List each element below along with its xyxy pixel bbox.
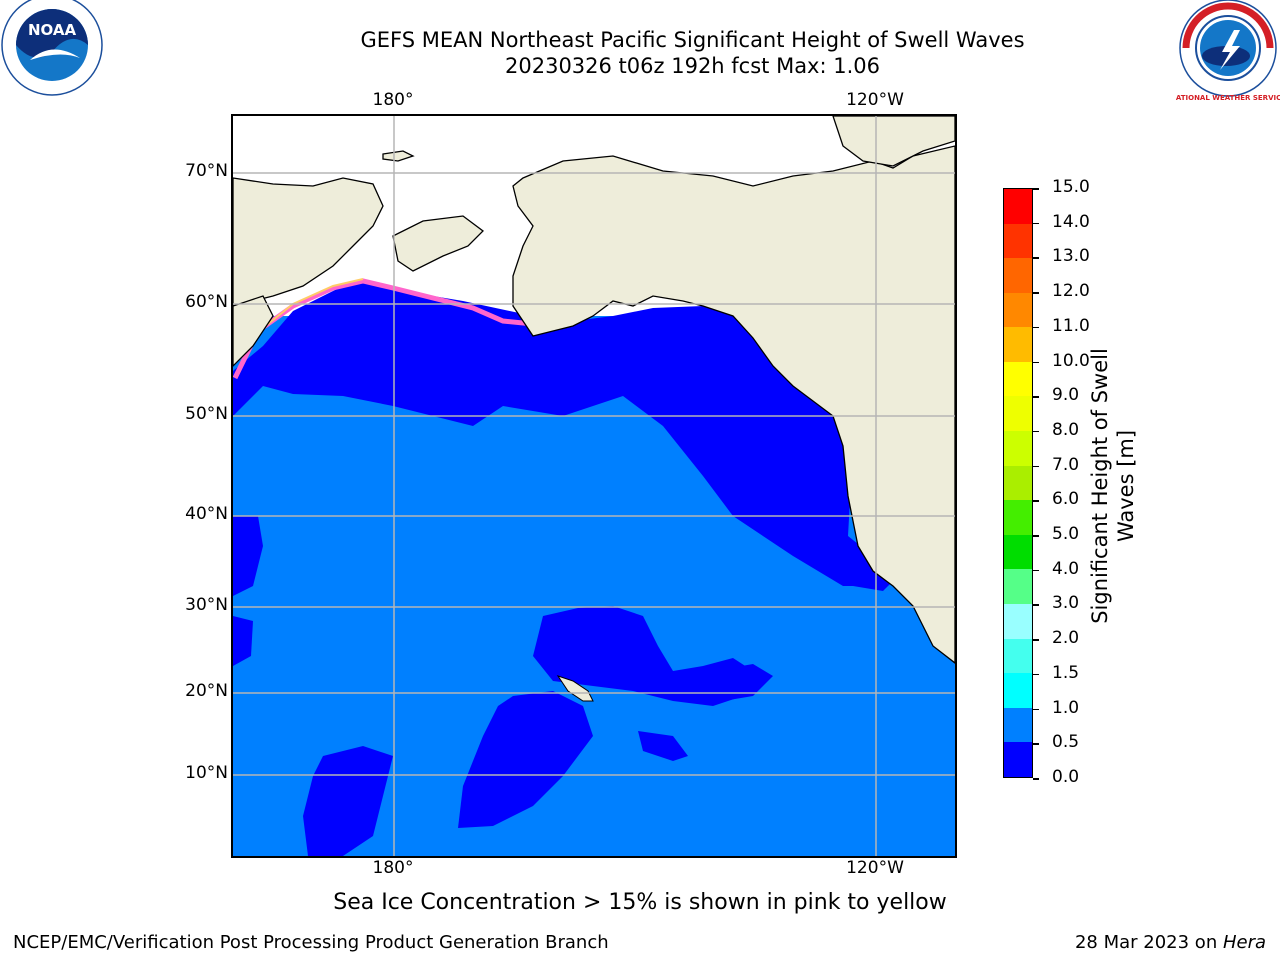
nws-logo-text: NATIONAL WEATHER SERVICE	[1176, 94, 1280, 102]
colorbar-tick-label: 2.0	[1052, 628, 1080, 649]
noaa-logo-text: NOAA	[28, 21, 77, 39]
graticule	[233, 116, 955, 856]
low-swell-southwest	[303, 746, 393, 856]
colorbar-tick-mark	[1033, 569, 1039, 572]
colorbar-tick-label: 14.0	[1052, 211, 1090, 232]
colorbar-tick-mark	[1033, 361, 1039, 364]
low-swell-west-edge	[233, 516, 263, 596]
colorbar-tick-mark	[1033, 778, 1039, 780]
land-wrangel-island	[382, 150, 415, 162]
colorbar-label-line2: Waves [m]	[1114, 429, 1138, 543]
lat-label-20n: 20°N	[185, 681, 228, 701]
colorbar-tick-mark	[1033, 535, 1039, 537]
colorbar-segment	[1004, 258, 1032, 293]
colorbar-tick-mark	[1033, 500, 1039, 502]
colorbar-tick-mark	[1033, 292, 1039, 294]
sea-ice-note: Sea Ice Concentration > 15% is shown in …	[333, 890, 947, 915]
colorbar-tick-mark	[1033, 222, 1039, 225]
colorbar-tick-label: 4.0	[1052, 558, 1080, 579]
footer-machine: Hera	[1222, 932, 1266, 953]
colorbar-tick-label: 0.0	[1052, 767, 1080, 787]
chart-title: GEFS MEAN Northeast Pacific Significant …	[360, 28, 1025, 52]
low-swell-small-south	[638, 731, 688, 761]
colorbar-segment	[1004, 673, 1032, 708]
colorbar-tick-mark	[1033, 673, 1039, 676]
colorbar-tick-label: 9.0	[1052, 385, 1080, 406]
colorbar-tick-label: 7.0	[1052, 454, 1080, 475]
low-swell-gulf-of-alaska	[233, 281, 883, 586]
colorbar-tick-mark	[1033, 465, 1039, 468]
colorbar-segment	[1004, 188, 1032, 224]
footer-date-text: 28 Mar 2023 on	[1074, 932, 1223, 953]
colorbar-tick-label: 13.0	[1052, 246, 1090, 267]
land-kamchatka	[233, 295, 274, 367]
lon-label-top-180: 180°	[372, 90, 414, 110]
colorbar-tick-label: 12.0	[1052, 281, 1090, 302]
colorbar-segment	[1004, 604, 1032, 639]
low-swell-hawaii-east	[713, 664, 773, 701]
colorbar-tick-label: 1.5	[1052, 662, 1080, 683]
colorbar-tick-mark	[1033, 708, 1039, 711]
colorbar-tick-label: 5.0	[1052, 524, 1080, 545]
colorbar-tick-label: 3.0	[1052, 593, 1080, 614]
colorbar	[1003, 188, 1033, 778]
chart-subtitle: 20230326 t06z 192h fcst Max: 1.06	[505, 54, 880, 78]
lat-label-70n: 70°N	[185, 161, 228, 181]
colorbar-segment	[1004, 742, 1032, 777]
footer-date: 28 Mar 2023 on Hera	[1075, 932, 1266, 953]
lon-label-bottom-120w: 120°W	[846, 858, 904, 878]
colorbar-tick-label: 15.0	[1052, 177, 1090, 197]
colorbar-tick-mark	[1033, 743, 1039, 745]
colorbar-tick-mark	[1033, 430, 1039, 433]
noaa-logo: NOAA	[0, 0, 104, 104]
lon-label-bottom-180: 180°	[372, 858, 414, 878]
lat-label-50n: 50°N	[185, 404, 228, 424]
colorbar-segment	[1004, 707, 1032, 743]
colorbar-segment	[1004, 431, 1032, 466]
colorbar-tick-label: 11.0	[1052, 315, 1090, 336]
lat-label-10n: 10°N	[185, 763, 228, 783]
land-hawaii	[556, 675, 594, 702]
nws-logo: NATIONAL WEATHER SERVICE	[1170, 0, 1280, 104]
colorbar-tick-mark	[1033, 604, 1039, 606]
colorbar-segment	[1004, 500, 1032, 535]
footer-producer: NCEP/EMC/Verification Post Processing Pr…	[13, 932, 609, 953]
colorbar-tick-label: 10.0	[1052, 350, 1090, 371]
sea-ice-edge-inner	[262, 278, 364, 329]
lon-label-top-120w: 120°W	[846, 90, 904, 110]
colorbar-tick-label: 8.0	[1052, 419, 1080, 440]
lat-label-40n: 40°N	[185, 504, 228, 524]
land-arctic-islands	[832, 116, 955, 167]
colorbar-tick-mark	[1033, 257, 1039, 259]
colorbar-segment	[1004, 223, 1032, 259]
low-swell-central-south	[458, 691, 593, 828]
colorbar-segment	[1004, 465, 1032, 501]
colorbar-segment	[1004, 569, 1032, 605]
colorbar-segment	[1004, 638, 1032, 674]
land-siberia	[233, 177, 384, 307]
colorbar-tick-mark	[1033, 396, 1039, 398]
colorbar-segment	[1004, 534, 1032, 570]
colorbar-segment	[1004, 396, 1032, 432]
colorbar-segment	[1004, 292, 1032, 328]
colorbar-tick-label: 0.5	[1052, 732, 1080, 753]
colorbar-tick-label: 6.0	[1052, 489, 1080, 510]
colorbar-tick-label: 1.0	[1052, 697, 1080, 718]
land-alaska-northwest	[392, 215, 484, 272]
land-north-america	[512, 145, 955, 664]
colorbar-tick-mark	[1033, 639, 1039, 641]
lat-label-60n: 60°N	[185, 292, 228, 312]
low-swell-west-edge-2	[233, 616, 253, 666]
colorbar-tick-mark	[1033, 326, 1039, 329]
lat-label-30n: 30°N	[185, 595, 228, 615]
colorbar-label-line1: Significant Height of Swell	[1088, 348, 1112, 624]
low-swell-hawaii-north	[533, 606, 753, 706]
colorbar-tick-mark	[1033, 188, 1039, 190]
colorbar-segment	[1004, 327, 1032, 362]
colorbar-segment	[1004, 361, 1032, 397]
swell-height-map	[231, 114, 957, 858]
